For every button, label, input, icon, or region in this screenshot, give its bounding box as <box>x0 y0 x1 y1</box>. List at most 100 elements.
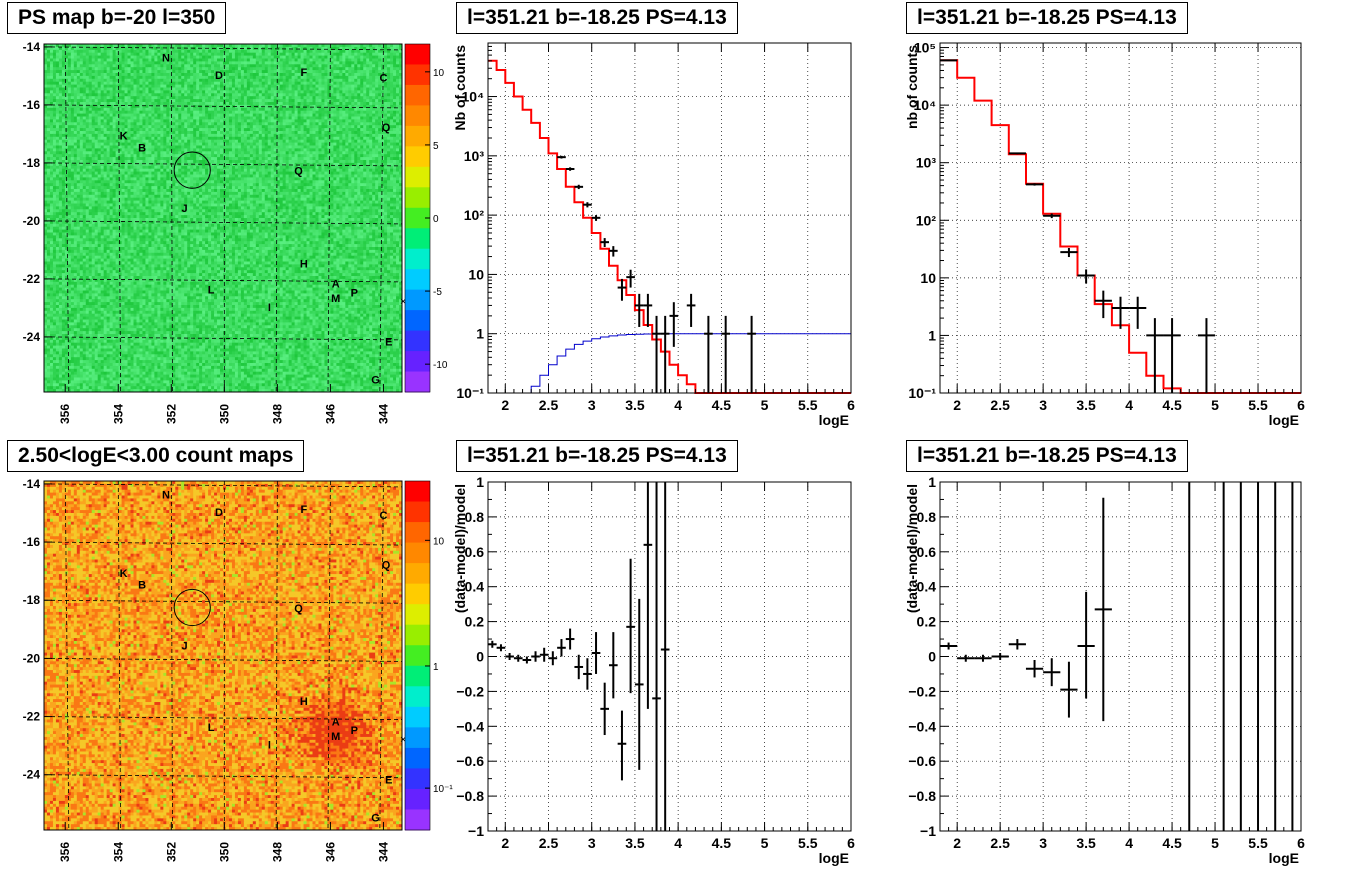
y-tick-label: 1 <box>476 474 484 490</box>
x-tick-label: 3.5 <box>1076 397 1096 413</box>
map-ytick-label: -20 <box>23 651 41 665</box>
source-label: P <box>351 287 358 299</box>
count-map-title: 2.50<logE<3.00 count maps <box>7 440 304 472</box>
map-ytick-label: -14 <box>23 40 41 54</box>
colorbar-tick-label: 10⁻¹ <box>433 784 453 795</box>
y-tick-label: 1 <box>928 327 936 343</box>
y-axis-title: (data-model)/model <box>904 484 920 613</box>
residual-right-title: l=351.21 b=-18.25 PS=4.13 <box>906 440 1188 472</box>
y-tick-label: 1 <box>476 326 484 342</box>
x-tick-label: 3 <box>588 835 596 851</box>
source-label: E <box>385 774 392 786</box>
data-point <box>1009 153 1026 155</box>
map-xtick-label: 354 <box>111 404 125 424</box>
source-label: B <box>138 142 146 154</box>
source-label: F <box>301 67 308 79</box>
colorbar-tick-label: 10 <box>433 68 445 79</box>
y-tick-label: 10 <box>920 270 936 286</box>
x-tick-label: 3 <box>1039 397 1047 413</box>
colorbar-segment <box>405 584 430 605</box>
y-tick-label: 10⁻¹ <box>908 385 936 401</box>
count-map: 356 354 352 350 348 346 344-14-16-18-20-22-24N… <box>23 477 454 862</box>
colorbar-segment <box>405 187 430 208</box>
colorbar-segment <box>405 146 430 167</box>
colorbar-segment <box>405 502 430 523</box>
source-label: Q <box>382 122 391 134</box>
x-tick-label: 4 <box>1125 835 1133 851</box>
x-tick-label: 2 <box>953 835 961 851</box>
y-tick-label: −0.8 <box>456 788 484 804</box>
x-tick-label: 4.5 <box>712 397 732 413</box>
source-label: E <box>385 337 392 349</box>
colorbar-segment <box>405 625 430 646</box>
map-xtick-label: 352 <box>164 404 178 424</box>
colorbar-segment <box>405 481 430 502</box>
colorbar-segment <box>405 167 430 188</box>
x-tick-label: 5.5 <box>1248 397 1268 413</box>
y-tick-label: 10³ <box>464 148 485 164</box>
colorbar-segment <box>405 310 430 331</box>
colorbar-tick-label: 1 <box>433 662 439 673</box>
colorbar-segment <box>405 789 430 810</box>
x-tick-label: 2.5 <box>990 397 1010 413</box>
colorbar-segment <box>405 543 430 564</box>
residual-left-title: l=351.21 b=-18.25 PS=4.13 <box>456 440 738 472</box>
map-xtick-label: 354 <box>111 842 125 862</box>
x-tick-label: 3 <box>588 397 596 413</box>
colorbar-segment <box>405 748 430 769</box>
colorbar-segment <box>405 228 430 249</box>
map-ytick-label: -16 <box>23 98 41 112</box>
x-axis-title: logE <box>1269 850 1299 866</box>
x-tick-label: 6 <box>847 835 855 851</box>
map-ytick-label: -24 <box>23 330 41 344</box>
source-label: Q <box>382 559 391 571</box>
colorbar-segment <box>405 604 430 625</box>
x-tick-label: 5.5 <box>798 835 818 851</box>
source-label: H <box>300 696 308 708</box>
source-label: A <box>332 716 340 728</box>
x-tick-label: 4.5 <box>1162 835 1182 851</box>
map-ytick-label: -20 <box>23 214 41 228</box>
source-label: K <box>120 568 128 580</box>
y-tick-label: −0.8 <box>908 788 936 804</box>
source-label: D <box>215 507 223 519</box>
y-tick-label: −0.4 <box>908 718 936 734</box>
x-tick-label: 4 <box>674 397 682 413</box>
source-label: L <box>208 722 215 734</box>
colorbar-segment <box>405 249 430 270</box>
source-label: N <box>162 489 170 501</box>
colorbar-segment <box>405 126 430 147</box>
source-label: N <box>162 52 170 64</box>
x-tick-label: 5 <box>1211 835 1219 851</box>
source-label: Q <box>294 603 303 615</box>
map-xtick-label: 352 <box>164 842 178 862</box>
colorbar-segment <box>405 563 430 584</box>
colorbar-segment <box>405 44 430 65</box>
source-label: K <box>120 131 128 143</box>
map-ytick-label: -18 <box>23 593 41 607</box>
map-xtick-label: 346 <box>323 404 337 424</box>
colorbar-tick-label: 10 <box>433 536 445 547</box>
y-tick-label: −1 <box>468 823 484 839</box>
y-tick-label: −0.4 <box>456 718 484 734</box>
y-axis-title: nb of counts <box>904 45 920 129</box>
map-ytick-label: -24 <box>23 768 41 782</box>
x-tick-label: 3.5 <box>1076 835 1096 851</box>
x-tick-label: 6 <box>1297 397 1305 413</box>
source-label: L <box>208 284 215 296</box>
y-tick-label: −0.2 <box>456 683 484 699</box>
y-tick-label: 10² <box>916 212 937 228</box>
source-label: C <box>379 510 387 522</box>
source-label: P <box>351 725 358 737</box>
x-tick-label: 2 <box>953 397 961 413</box>
map-ytick-label: -22 <box>23 710 41 724</box>
colorbar-segment <box>405 372 430 393</box>
y-tick-label: 10² <box>464 207 485 223</box>
y-tick-label: 10³ <box>916 155 937 171</box>
map-xtick-label: 350 <box>217 842 231 862</box>
source-label: B <box>138 580 146 592</box>
x-axis-title: logE <box>819 412 849 428</box>
y-tick-label: −0.6 <box>908 753 936 769</box>
colorbar-segment <box>405 666 430 687</box>
